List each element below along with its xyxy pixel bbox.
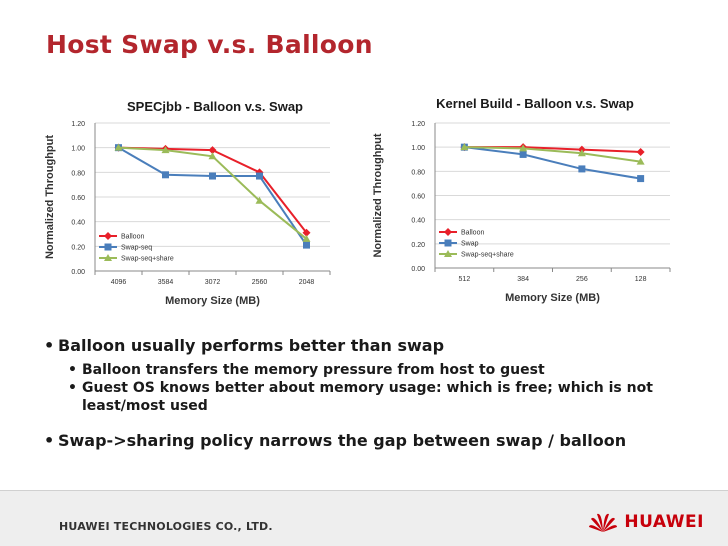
specjbb-legend-marker-swap-seq [104, 243, 112, 251]
specjbb-legend-marker-balloon [104, 232, 112, 240]
bullet-text: Balloon usually performs better than swa… [58, 336, 445, 355]
specjbb-data-point-swap-seq-share [302, 234, 311, 242]
bullet-dot-icon: • [68, 362, 77, 378]
kernel-data-point-swap [637, 175, 645, 183]
specjbb-y-tick-label: 1.00 [71, 146, 85, 153]
bullet-swap-sharing: • Swap->sharing policy narrows the gap b… [44, 431, 694, 450]
kernel-legend-item-balloon: Balloon [439, 228, 484, 237]
bullet-text: Balloon transfers the memory pressure fr… [82, 362, 545, 378]
specjbb-series-line-balloon [118, 146, 308, 234]
specjbb-data-point-balloon [255, 168, 264, 177]
huawei-flower-icon [589, 513, 618, 532]
kernel-y-tick-label: 0.40 [411, 218, 425, 225]
kernel-x-tick-label: 384 [517, 276, 529, 283]
specjbb-x-tick-label: 2560 [252, 279, 268, 286]
bullet-dot-icon: • [68, 380, 77, 396]
kernel-legend-marker-balloon [444, 228, 452, 236]
specjbb-data-point-swap-seq-share [255, 196, 264, 204]
kernel-y-tick-label: 0.80 [411, 169, 425, 176]
bullet-dot-icon: • [44, 336, 55, 355]
specjbb-legend-label-balloon: Balloon [121, 234, 144, 241]
footer-bar: HUAWEI TECHNOLOGIES CO., LTD. HUAWEI [0, 490, 728, 546]
kernel-y-axis-label: Normalized Throughput [372, 133, 384, 257]
specjbb-legend-marker-swap-seq-share [104, 254, 112, 261]
specjbb-y-tick-label: 0.20 [71, 244, 85, 251]
specjbb-x-tick-label: 4096 [111, 279, 127, 286]
specjbb-legend-label-swap-seq-share: Swap-seq+share [121, 256, 174, 263]
kernel-legend-label-balloon: Balloon [461, 230, 484, 237]
kernel-x-tick-label: 512 [459, 276, 471, 283]
kernel-data-point-swap-seq-share [636, 157, 645, 165]
kernel-data-point-swap [519, 150, 527, 158]
chart-kernel-build: Kernel Build - Balloon v.s. Swap Normaliz… [372, 96, 671, 304]
kernel-data-point-swap [578, 165, 586, 173]
chart-specjbb: SPECjbb - Balloon v.s. Swap Normalized Th… [44, 99, 331, 307]
specjbb-data-point-balloon [208, 146, 217, 155]
kernel-x-axis-label: Memory Size (MB) [505, 292, 600, 304]
kernel-y-tick-label: 0.00 [411, 266, 425, 273]
kernel-y-tick-label: 0.60 [411, 194, 425, 201]
specjbb-y-tick-label: 0.80 [71, 170, 85, 177]
kernel-series-line-swap [464, 146, 641, 180]
specjbb-x-tick-label: 3072 [205, 279, 221, 286]
footer-brand: HUAWEI [624, 512, 704, 532]
specjbb-series-swap-seq-share [114, 143, 311, 242]
kernel-x-tick-label: 128 [635, 276, 647, 283]
specjbb-data-point-swap-seq-share [208, 152, 217, 160]
kernel-legend-marker-swap-seq-share [444, 250, 452, 257]
bullet-text: Guest OS knows better about memory usage… [82, 380, 653, 414]
kernel-y-tick-label: 1.20 [411, 121, 425, 128]
specjbb-y-tick-label: 0.40 [71, 220, 85, 227]
kernel-legend-label-swap-seq-share: Swap-seq+share [461, 252, 514, 259]
specjbb-series-line-swap-seq-share [118, 146, 308, 240]
specjbb-data-point-swap-seq-share [161, 146, 170, 154]
specjbb-legend-item-balloon: Balloon [99, 232, 144, 241]
bullet-text: Swap->sharing policy narrows the gap bet… [58, 431, 627, 450]
specjbb-data-point-balloon [302, 228, 311, 237]
specjbb-data-point-swap-seq [162, 171, 169, 179]
footer-divider [0, 490, 728, 491]
kernel-chart-title: Kernel Build - Balloon v.s. Swap [436, 96, 634, 111]
sub-bullet-memory-pressure: • Balloon transfers the memory pressure … [44, 361, 694, 379]
specjbb-y-tick-label: 0.60 [71, 195, 85, 202]
specjbb-chart-title: SPECjbb - Balloon v.s. Swap [127, 99, 303, 114]
specjbb-legend-label-swap-seq: Swap-seq [121, 245, 152, 252]
kernel-data-point-balloon [636, 148, 645, 156]
charts-area: SPECjbb - Balloon v.s. Swap Normalized Th… [38, 88, 678, 320]
kernel-data-point-swap-seq-share [577, 149, 586, 157]
kernel-legend-label-swap: Swap [461, 241, 479, 248]
kernel-data-point-swap-seq-share [519, 144, 528, 152]
slide-title: Host Swap v.s. Balloon [46, 30, 373, 59]
specjbb-data-point-swap-seq-share [114, 143, 123, 151]
specjbb-data-point-swap-seq [303, 241, 310, 249]
specjbb-legend-item-swap-seq-share: Swap-seq+share [99, 254, 174, 263]
huawei-logo: HUAWEI [588, 510, 704, 534]
kernel-y-tick-label: 0.20 [411, 242, 425, 249]
kernel-series-swap-seq-share [460, 143, 645, 165]
specjbb-y-axis-label: Normalized Throughput [44, 135, 56, 259]
specjbb-data-point-swap-seq [256, 172, 263, 180]
specjbb-data-point-swap-seq [209, 172, 216, 180]
footer-company: HUAWEI TECHNOLOGIES CO., LTD. [59, 520, 273, 533]
bullet-list: • Balloon usually performs better than s… [44, 336, 694, 456]
kernel-data-point-swap-seq-share [460, 143, 469, 151]
specjbb-y-tick-label: 0.00 [71, 269, 85, 276]
sub-bullet-guest-os: • Guest OS knows better about memory usa… [44, 379, 694, 415]
kernel-legend-item-swap: Swap [439, 239, 479, 248]
bullet-balloon-better: • Balloon usually performs better than s… [44, 336, 694, 355]
bullet-dot-icon: • [44, 431, 55, 450]
kernel-x-tick-label: 256 [576, 276, 588, 283]
specjbb-x-axis-label: Memory Size (MB) [165, 295, 260, 307]
kernel-y-tick-label: 1.00 [411, 145, 425, 152]
kernel-series-swap [460, 143, 645, 183]
specjbb-legend-item-swap-seq: Swap-seq [99, 243, 152, 252]
kernel-legend-item-swap-seq-share: Swap-seq+share [439, 250, 514, 259]
specjbb-x-tick-label: 3584 [158, 279, 174, 286]
specjbb-x-tick-label: 2048 [299, 279, 315, 286]
kernel-series-line-swap-seq-share [464, 146, 641, 163]
specjbb-y-tick-label: 1.20 [71, 121, 85, 128]
kernel-legend-marker-swap [444, 239, 452, 247]
